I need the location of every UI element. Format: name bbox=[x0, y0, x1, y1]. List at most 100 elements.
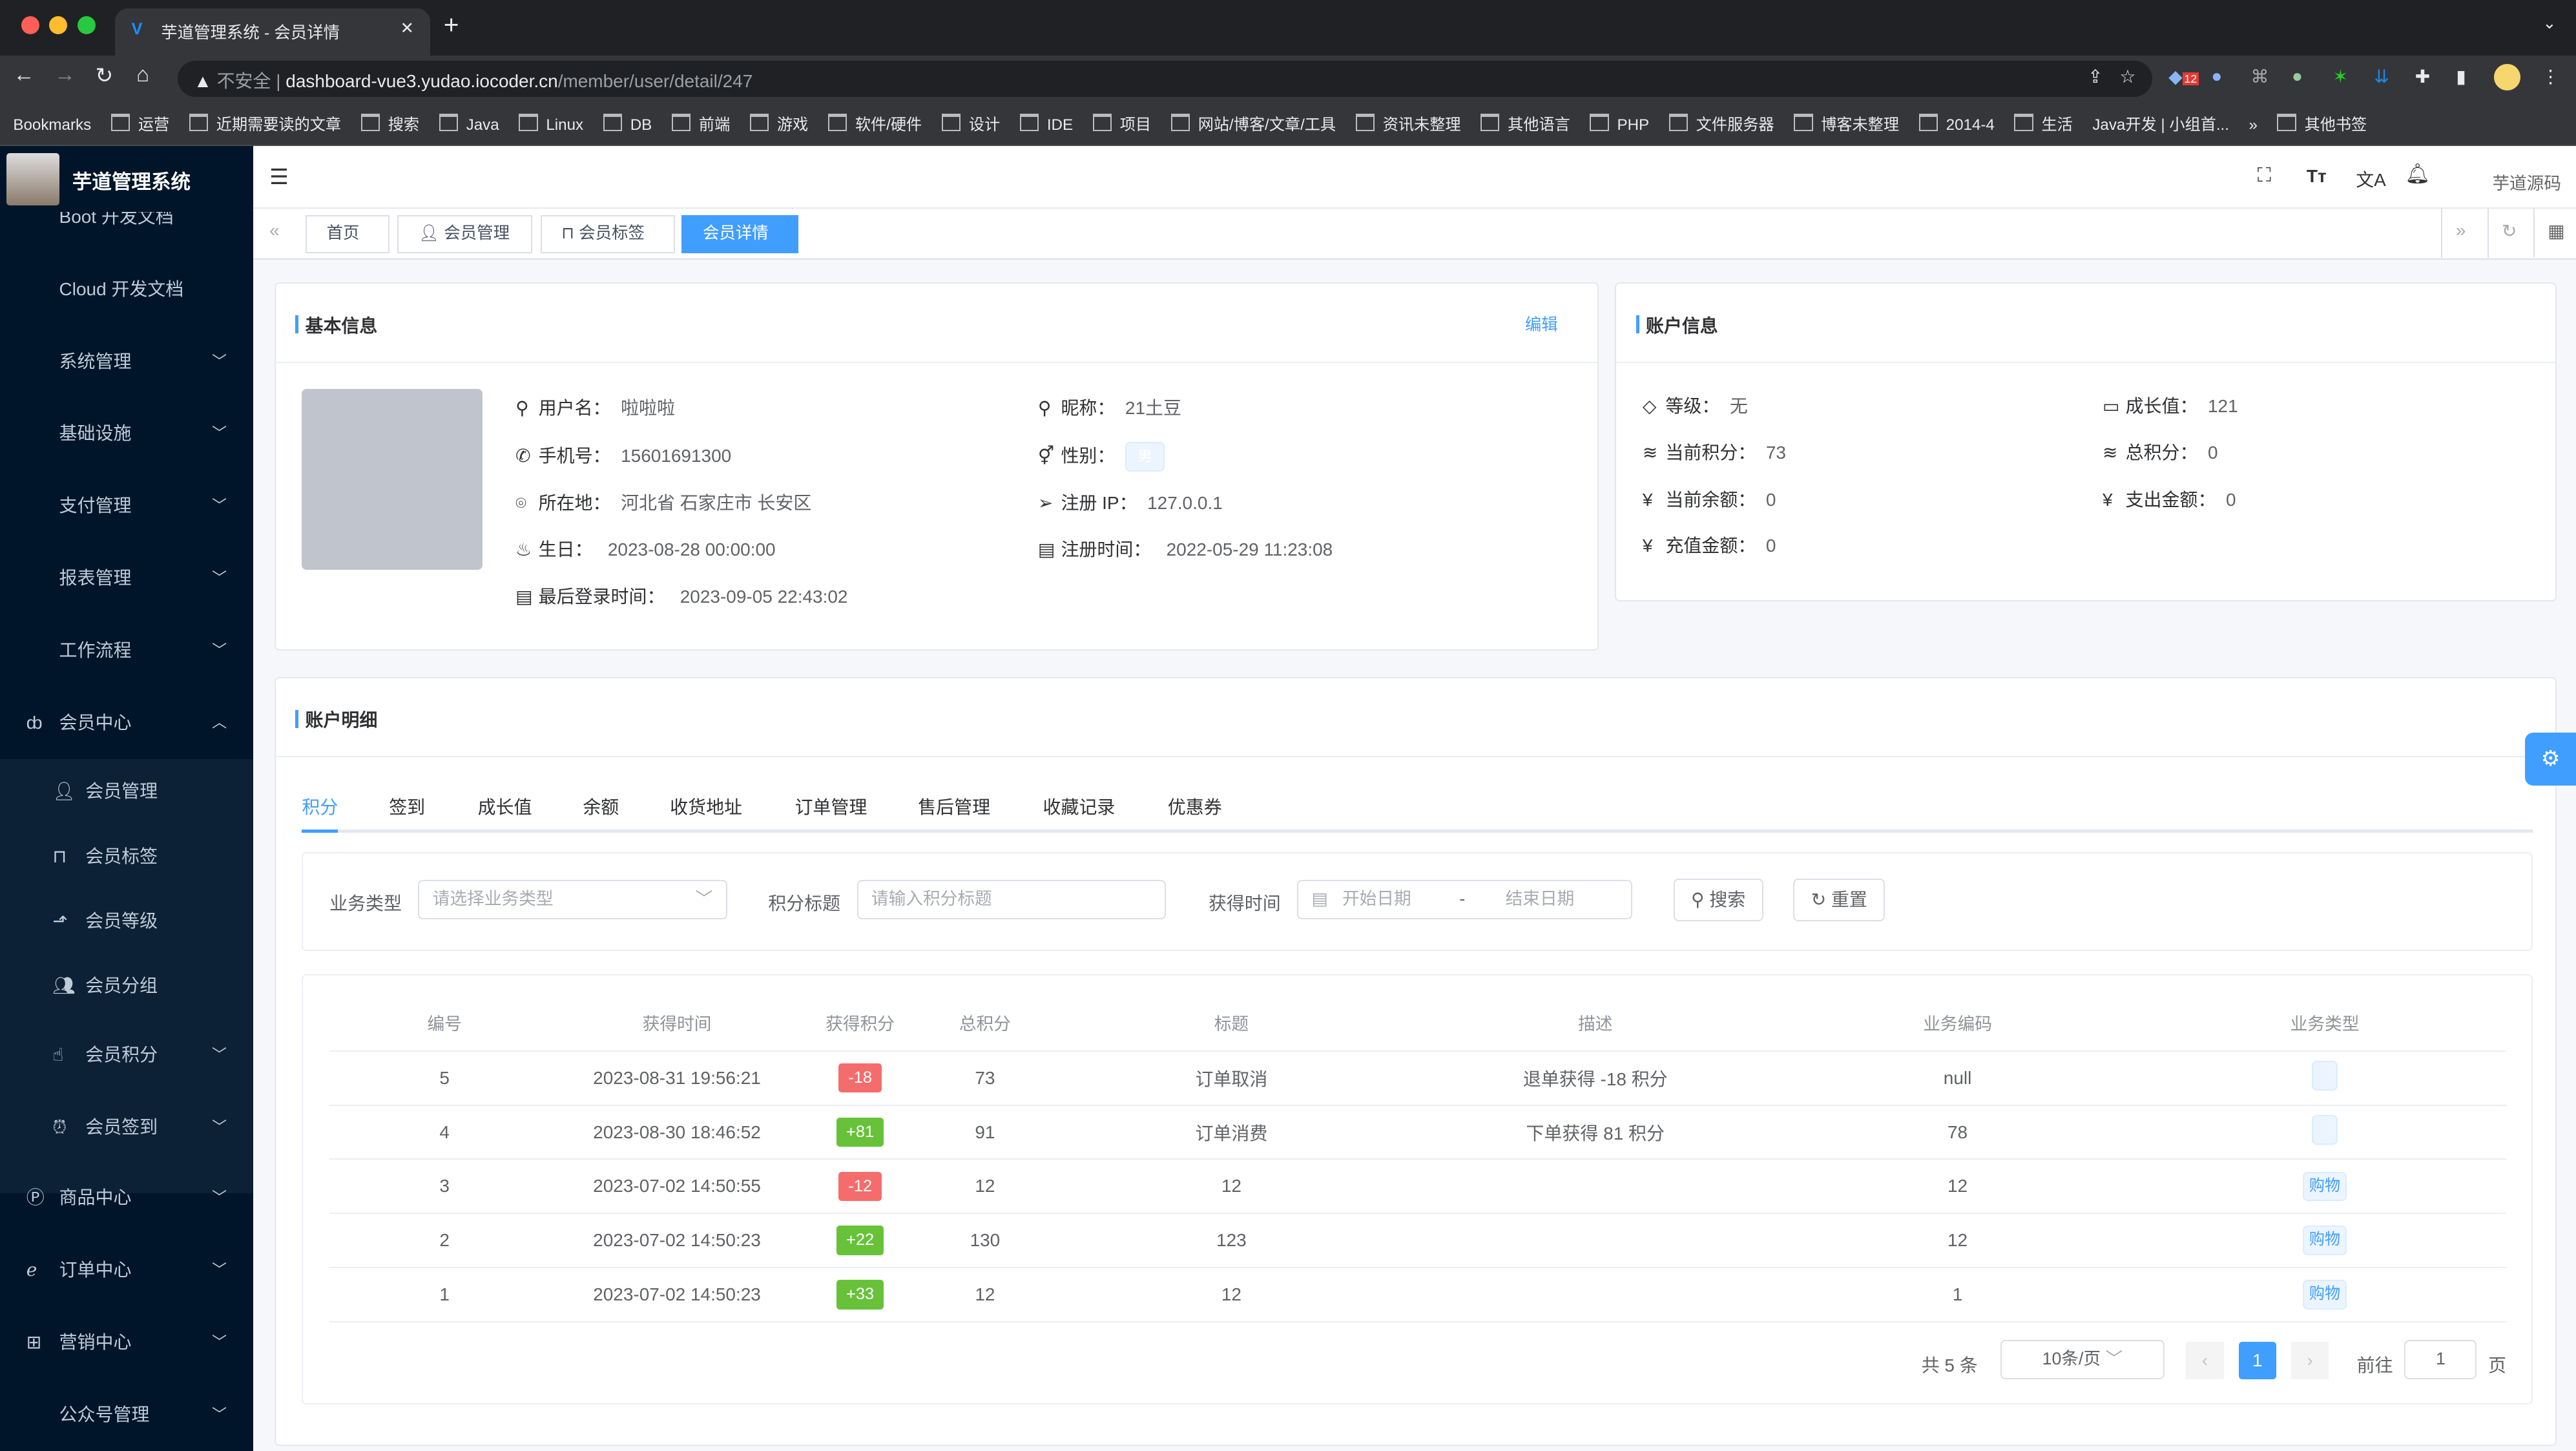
sidebar-item-member-sign[interactable]: ⏰︎ 会员签到 ﹀ bbox=[0, 1091, 253, 1164]
extension-arrow-icon[interactable]: ⇊ bbox=[2374, 66, 2389, 87]
close-tab-icon[interactable]: ✕ bbox=[400, 19, 414, 37]
detail-tab[interactable]: 售后管理 bbox=[918, 797, 991, 817]
sidebar-item-member-group[interactable]: 👥︎ 会员分组 bbox=[0, 954, 253, 1018]
sidebar-item-cloud-docs[interactable]: Cloud 开发文档 bbox=[0, 253, 253, 326]
sidebar-item-member-point[interactable]: ☝︎ 会员积分 ﹀ bbox=[0, 1019, 253, 1091]
bookmark-item[interactable]: 其他语言 bbox=[1480, 112, 1570, 134]
detail-tab[interactable]: 成长值 bbox=[477, 797, 532, 817]
home-icon[interactable]: ⌂ bbox=[136, 62, 150, 87]
scroll-right-icon[interactable]: » bbox=[2441, 209, 2478, 258]
share-icon[interactable]: ⇪ bbox=[2088, 66, 2103, 87]
reset-button[interactable]: ↻ 重置 bbox=[1793, 878, 1885, 921]
sidebar-item-workflow[interactable]: 工作流程 ﹀ bbox=[0, 614, 253, 687]
detail-tab[interactable]: 收货地址 bbox=[670, 797, 743, 817]
sidebar-item-member-tag[interactable]: ⊓ 会员标签 bbox=[0, 824, 253, 889]
detail-tab[interactable]: 余额 bbox=[583, 797, 619, 817]
detail-tab[interactable]: 订单管理 bbox=[795, 797, 867, 817]
tag-member-detail[interactable]: 会员详情 bbox=[681, 215, 799, 253]
refresh-icon[interactable]: ↻ bbox=[2487, 209, 2530, 258]
page-size-select[interactable]: 10条/页 ﹀ bbox=[2000, 1340, 2165, 1380]
url-input[interactable]: ▲ 不安全 | dashboard-vue3.yudao.iocoder.cn/… bbox=[177, 61, 2152, 98]
bookmark-item[interactable]: 前端 bbox=[672, 112, 730, 134]
bookmark-item[interactable]: 文件服务器 bbox=[1669, 112, 1774, 134]
bookmark-star-icon[interactable]: ☆ bbox=[2119, 66, 2136, 87]
bookmark-item[interactable]: Java bbox=[439, 114, 499, 134]
detail-tab[interactable]: 收藏记录 bbox=[1043, 797, 1116, 817]
bookmark-item[interactable]: Linux bbox=[519, 114, 583, 134]
bookmark-item[interactable]: 博客未整理 bbox=[1794, 112, 1899, 134]
goto-page-input[interactable]: 1 bbox=[2404, 1340, 2477, 1380]
bookmark-item[interactable]: 运营 bbox=[111, 112, 169, 134]
search-button[interactable]: ⚲ 搜索 bbox=[1673, 878, 1763, 921]
browser-menu-icon[interactable]: ⋮ bbox=[2541, 66, 2560, 87]
sidebar-item-member[interactable]: ȸ 会员中心 ︿ bbox=[0, 687, 253, 759]
side-panel-icon[interactable]: ▮ bbox=[2456, 66, 2466, 87]
settings-gear-button[interactable]: ⚙ bbox=[2525, 733, 2576, 786]
translate-icon[interactable]: 文A bbox=[2356, 169, 2386, 190]
sidebar-item-product[interactable]: Ⓟ 商品中心 ﹀ bbox=[0, 1162, 253, 1234]
page-1-button[interactable]: 1 bbox=[2238, 1341, 2277, 1380]
bookmarks-button[interactable]: Bookmarks bbox=[13, 116, 92, 134]
sidebar-item-mp[interactable]: 公众号管理 ﹀ bbox=[0, 1379, 253, 1451]
tab-search-chevron-icon[interactable]: ⌄ bbox=[2542, 14, 2557, 33]
bookmark-item[interactable]: 2014-4 bbox=[1919, 114, 1995, 134]
bell-icon[interactable]: 🔔︎ bbox=[2405, 162, 2431, 185]
extension-pin-icon[interactable]: ● bbox=[2211, 65, 2223, 86]
source-link[interactable]: 芋道源码 bbox=[2492, 173, 2562, 193]
extension-circle-icon[interactable]: ● bbox=[2292, 65, 2303, 86]
new-tab-button[interactable]: + bbox=[443, 10, 459, 40]
bookmark-item[interactable]: Java开发 | 小组首... bbox=[2092, 116, 2229, 134]
extension-icon[interactable]: ◆ 12 bbox=[2168, 66, 2199, 87]
bookmark-item[interactable]: 网站/博客/文章/工具 bbox=[1171, 112, 1336, 134]
fullscreen-icon[interactable]: ⛶ bbox=[2257, 164, 2271, 187]
font-size-icon[interactable]: Tт bbox=[2306, 165, 2327, 186]
bookmark-item[interactable]: DB bbox=[603, 114, 652, 134]
extension-star-icon[interactable]: ✶ bbox=[2332, 66, 2349, 87]
forward-icon[interactable]: → bbox=[54, 62, 76, 87]
browser-tab[interactable]: V 芋道管理系统 - 会员详情 ✕ bbox=[115, 8, 431, 56]
scroll-left-icon[interactable]: « bbox=[269, 220, 280, 240]
edit-button[interactable]: 编辑 bbox=[1524, 315, 1558, 334]
bookmark-item[interactable]: » bbox=[2249, 116, 2258, 134]
sidebar-item-member-user[interactable]: 👤︎ 会员管理 bbox=[0, 759, 253, 824]
bookmark-item[interactable]: 软件/硬件 bbox=[828, 112, 922, 134]
close-window-button[interactable] bbox=[21, 16, 40, 35]
detail-tab[interactable]: 积分 bbox=[302, 797, 338, 817]
sidebar-item-system[interactable]: 系统管理 ﹀ bbox=[0, 326, 253, 398]
extension-cmd-icon[interactable]: ⌘ bbox=[2250, 66, 2269, 87]
reload-icon[interactable]: ↻ bbox=[95, 63, 114, 88]
sidebar-item-promotion[interactable]: ⊞ 营销中心 ﹀ bbox=[0, 1306, 253, 1379]
sidebar-item-report[interactable]: 报表管理 ﹀ bbox=[0, 542, 253, 614]
back-icon[interactable]: ← bbox=[13, 62, 35, 87]
bookmark-item[interactable]: 近期需要读的文章 bbox=[189, 112, 341, 134]
maximize-window-button[interactable] bbox=[77, 16, 96, 35]
sidebar-item-member-level[interactable]: ⬏ 会员等级 bbox=[0, 889, 253, 954]
bookmark-item[interactable]: 搜索 bbox=[361, 112, 419, 134]
bookmark-item[interactable]: PHP bbox=[1590, 114, 1649, 134]
sidebar-item-pay[interactable]: 支付管理 ﹀ bbox=[0, 470, 253, 542]
bookmark-item[interactable]: 资讯未整理 bbox=[1356, 112, 1461, 134]
prev-page-button[interactable]: ‹ bbox=[2186, 1341, 2224, 1380]
detail-tab[interactable]: 优惠券 bbox=[1167, 797, 1222, 817]
date-range-picker[interactable]: ▤ 开始日期 - 结束日期 bbox=[1297, 880, 1633, 920]
tag-member-user[interactable]: 👤︎ 会员管理 bbox=[397, 215, 533, 253]
bookmark-item[interactable]: IDE bbox=[1020, 114, 1073, 134]
extensions-puzzle-icon[interactable]: ✚ bbox=[2415, 66, 2431, 87]
tag-home[interactable]: 首页 bbox=[306, 215, 390, 253]
grid-menu-icon[interactable]: ▦ bbox=[2533, 209, 2576, 258]
bookmark-item[interactable]: 设计 bbox=[942, 112, 1000, 134]
minimize-window-button[interactable] bbox=[49, 16, 68, 35]
detail-tab[interactable]: 签到 bbox=[389, 797, 426, 817]
sidebar-item-infra[interactable]: 基础设施 ﹀ bbox=[0, 397, 253, 470]
hamburger-icon[interactable]: ☰ bbox=[269, 165, 289, 190]
bookmark-item[interactable]: 游戏 bbox=[750, 112, 808, 134]
sidebar-item-order[interactable]: ℯ 订单中心 ﹀ bbox=[0, 1234, 253, 1306]
bookmark-item[interactable]: 项目 bbox=[1093, 112, 1151, 134]
bookmark-item[interactable]: 其他书签 bbox=[2277, 112, 2367, 134]
profile-avatar[interactable] bbox=[2493, 64, 2520, 90]
biz-type-select[interactable]: 请选择业务类型 ﹀ bbox=[418, 880, 727, 920]
tag-member-tag[interactable]: ⊓ 会员标签 bbox=[540, 215, 676, 253]
title-input[interactable]: 请输入积分标题 bbox=[857, 880, 1166, 920]
next-page-button[interactable]: › bbox=[2290, 1341, 2329, 1380]
bookmark-item[interactable]: 生活 bbox=[2014, 112, 2073, 134]
